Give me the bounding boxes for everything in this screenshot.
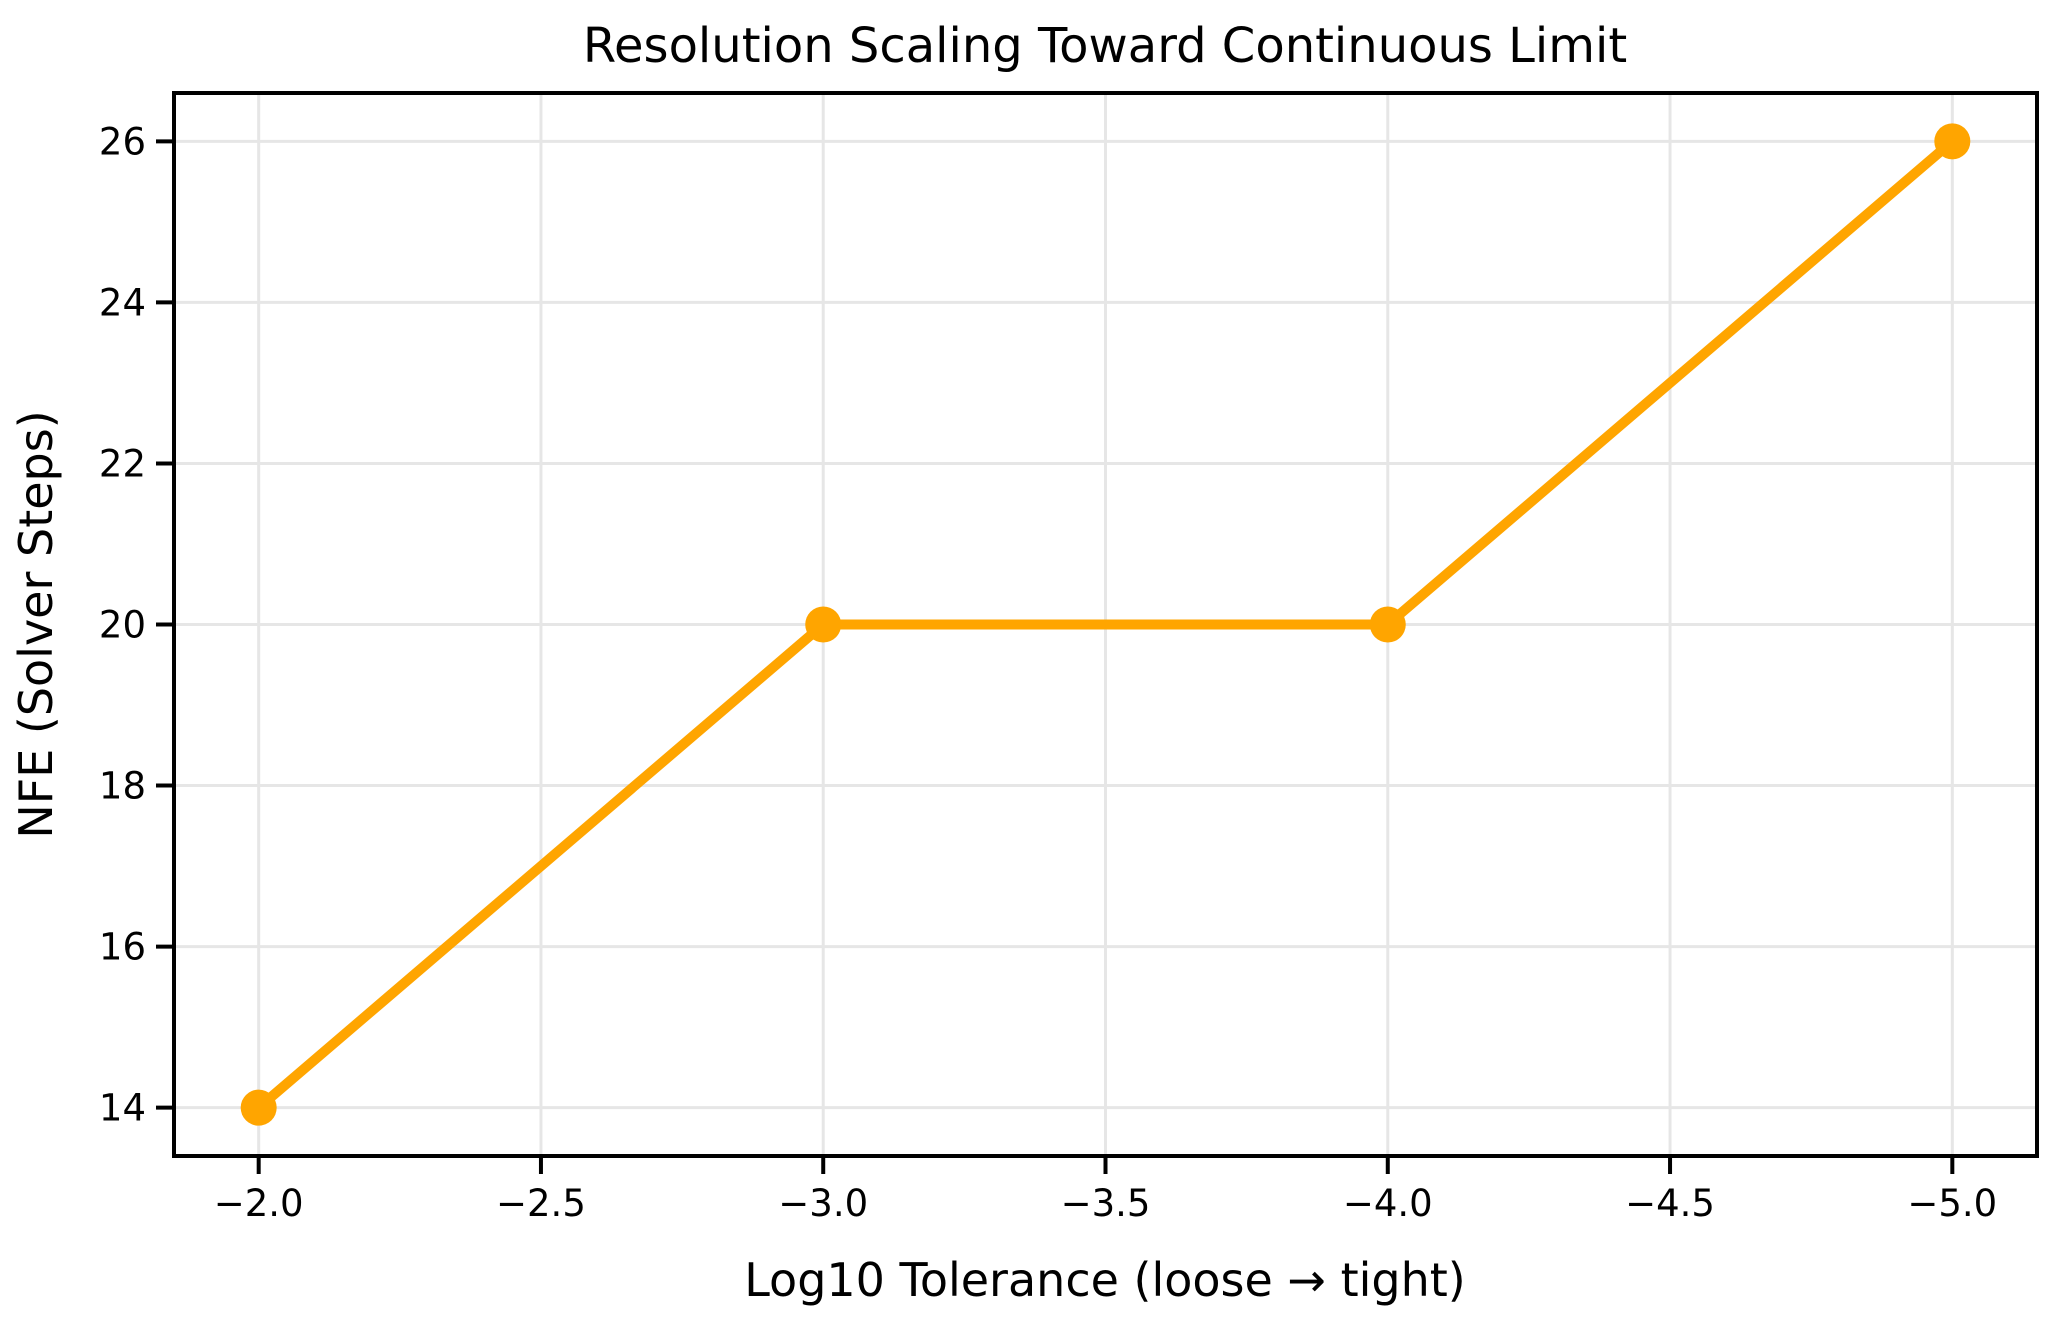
x-tick-label: −3.0 bbox=[778, 1182, 868, 1225]
axes-frame bbox=[172, 91, 2039, 1158]
data-point-marker bbox=[805, 606, 842, 643]
x-tick-label: −3.5 bbox=[1061, 1182, 1151, 1225]
x-axis-label: Log10 Tolerance (loose → tight) bbox=[744, 1253, 1466, 1307]
x-tick-label: −4.0 bbox=[1343, 1182, 1433, 1225]
x-tick-label: −2.5 bbox=[496, 1182, 586, 1225]
y-axis-label: NFE (Solver Steps) bbox=[9, 410, 63, 838]
y-tick-label: 22 bbox=[99, 442, 146, 485]
y-tick-label: 24 bbox=[99, 281, 146, 324]
y-tick-label: 18 bbox=[99, 765, 146, 808]
y-tick-label: 14 bbox=[99, 1087, 146, 1130]
y-tick-label: 16 bbox=[99, 926, 146, 969]
x-tick-label: −4.5 bbox=[1625, 1182, 1715, 1225]
grid-layer bbox=[174, 93, 2037, 1156]
chart-title: Resolution Scaling Toward Continuous Lim… bbox=[583, 18, 1627, 74]
axes-spines bbox=[172, 91, 2039, 1158]
series-line bbox=[253, 136, 1958, 1113]
x-tick-label: −5.0 bbox=[1907, 1182, 1997, 1225]
data-point-marker bbox=[1934, 123, 1971, 160]
data-point-marker bbox=[1369, 606, 1406, 643]
series-layer bbox=[240, 123, 1971, 1126]
x-tick-label: −2.0 bbox=[214, 1182, 304, 1225]
data-point-marker bbox=[240, 1089, 277, 1126]
y-tick-label: 20 bbox=[99, 604, 146, 647]
tick-layer: −2.0 −2.5 −3.0 −3.5 −4.0 −4.5 −5.0 14 16 18 20 22 24… bbox=[99, 120, 1997, 1225]
y-tick-label: 26 bbox=[99, 120, 146, 163]
